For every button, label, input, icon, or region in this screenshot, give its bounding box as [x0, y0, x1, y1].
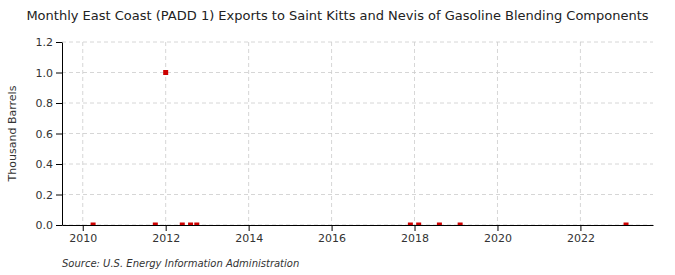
tick-mark	[56, 42, 62, 43]
tick-label: 2012	[152, 232, 180, 245]
tick-mark	[83, 225, 84, 231]
tick-label: 1.2	[36, 36, 54, 49]
tick-label: 0.2	[36, 189, 54, 202]
grid-line	[62, 72, 653, 73]
tick-mark	[497, 225, 498, 231]
y-axis-title: Thousand Barrels	[6, 85, 19, 182]
tick: 1.2	[36, 36, 63, 49]
tick-label: 1.0	[36, 67, 54, 80]
grid-line	[580, 42, 581, 225]
tick-label: 0.8	[36, 97, 54, 110]
tick: 2014	[235, 225, 263, 245]
tick-mark	[249, 225, 250, 231]
tick: 2012	[152, 225, 180, 245]
title: Monthly East Coast (PADD 1) Exports to S…	[26, 8, 648, 23]
point	[624, 223, 629, 226]
tick-mark	[332, 225, 333, 231]
y-axis: 0.0 0.2 0.4 0.6 0.8 1.0 1.2	[36, 36, 63, 232]
tick: 0.8	[36, 97, 63, 110]
point	[194, 223, 199, 226]
source: Source: U.S. Energy Information Administ…	[62, 258, 299, 269]
tick: 1.0	[36, 67, 63, 80]
point	[458, 223, 463, 226]
tick: 2022	[567, 225, 595, 245]
tick-mark	[56, 164, 62, 165]
point	[163, 70, 168, 75]
point	[437, 223, 442, 226]
tick: 2018	[401, 225, 429, 245]
axis-line	[62, 43, 63, 226]
tick: 0.0	[36, 219, 63, 232]
tick-label: 2018	[401, 232, 429, 245]
tick-label: 2014	[235, 232, 263, 245]
grid-line	[62, 133, 653, 134]
point	[153, 223, 158, 226]
tick-label: 0.6	[36, 128, 54, 141]
plot-area: 2010 2012 2014 2016 2018 2020 2022 0.0 0.2 0.4 0.6…	[36, 36, 654, 245]
grid	[62, 42, 653, 225]
tick-label: 0.0	[36, 219, 54, 232]
grid-line	[62, 194, 653, 195]
grid-line	[62, 42, 653, 43]
tick-mark	[415, 225, 416, 231]
tick: 2016	[318, 225, 346, 245]
point	[408, 223, 413, 226]
tick-label: 2016	[318, 232, 346, 245]
x-axis: 2010 2012 2014 2016 2018 2020 2022	[63, 225, 654, 245]
tick-label: 2020	[484, 232, 512, 245]
point	[188, 223, 193, 226]
tick-label: 0.4	[36, 158, 54, 171]
tick-label: 2022	[567, 232, 595, 245]
axis-line	[63, 225, 654, 226]
grid-line	[248, 42, 249, 225]
point	[180, 223, 185, 226]
grid-line	[62, 164, 653, 165]
tick: 2010	[69, 225, 97, 245]
tick: 0.4	[36, 158, 63, 171]
tick-mark	[56, 103, 62, 104]
grid-line	[165, 42, 166, 225]
grid-line	[62, 103, 653, 104]
tick-mark	[56, 225, 62, 226]
grid-line	[414, 42, 415, 225]
grid-line	[62, 225, 653, 226]
tick-label: 2010	[69, 232, 97, 245]
tick: 0.6	[36, 128, 63, 141]
grid-line	[331, 42, 332, 225]
tick: 2020	[484, 225, 512, 245]
points	[91, 70, 629, 225]
grid-line	[497, 42, 498, 225]
tick-mark	[56, 73, 62, 74]
point	[416, 223, 421, 226]
tick: 0.2	[36, 189, 63, 202]
tick-mark	[56, 134, 62, 135]
tick-mark	[56, 195, 62, 196]
point	[91, 223, 96, 226]
tick-mark	[166, 225, 167, 231]
tick-mark	[580, 225, 581, 231]
grid-line	[82, 42, 83, 225]
chart: Monthly East Coast (PADD 1) Exports to S…	[0, 0, 675, 275]
